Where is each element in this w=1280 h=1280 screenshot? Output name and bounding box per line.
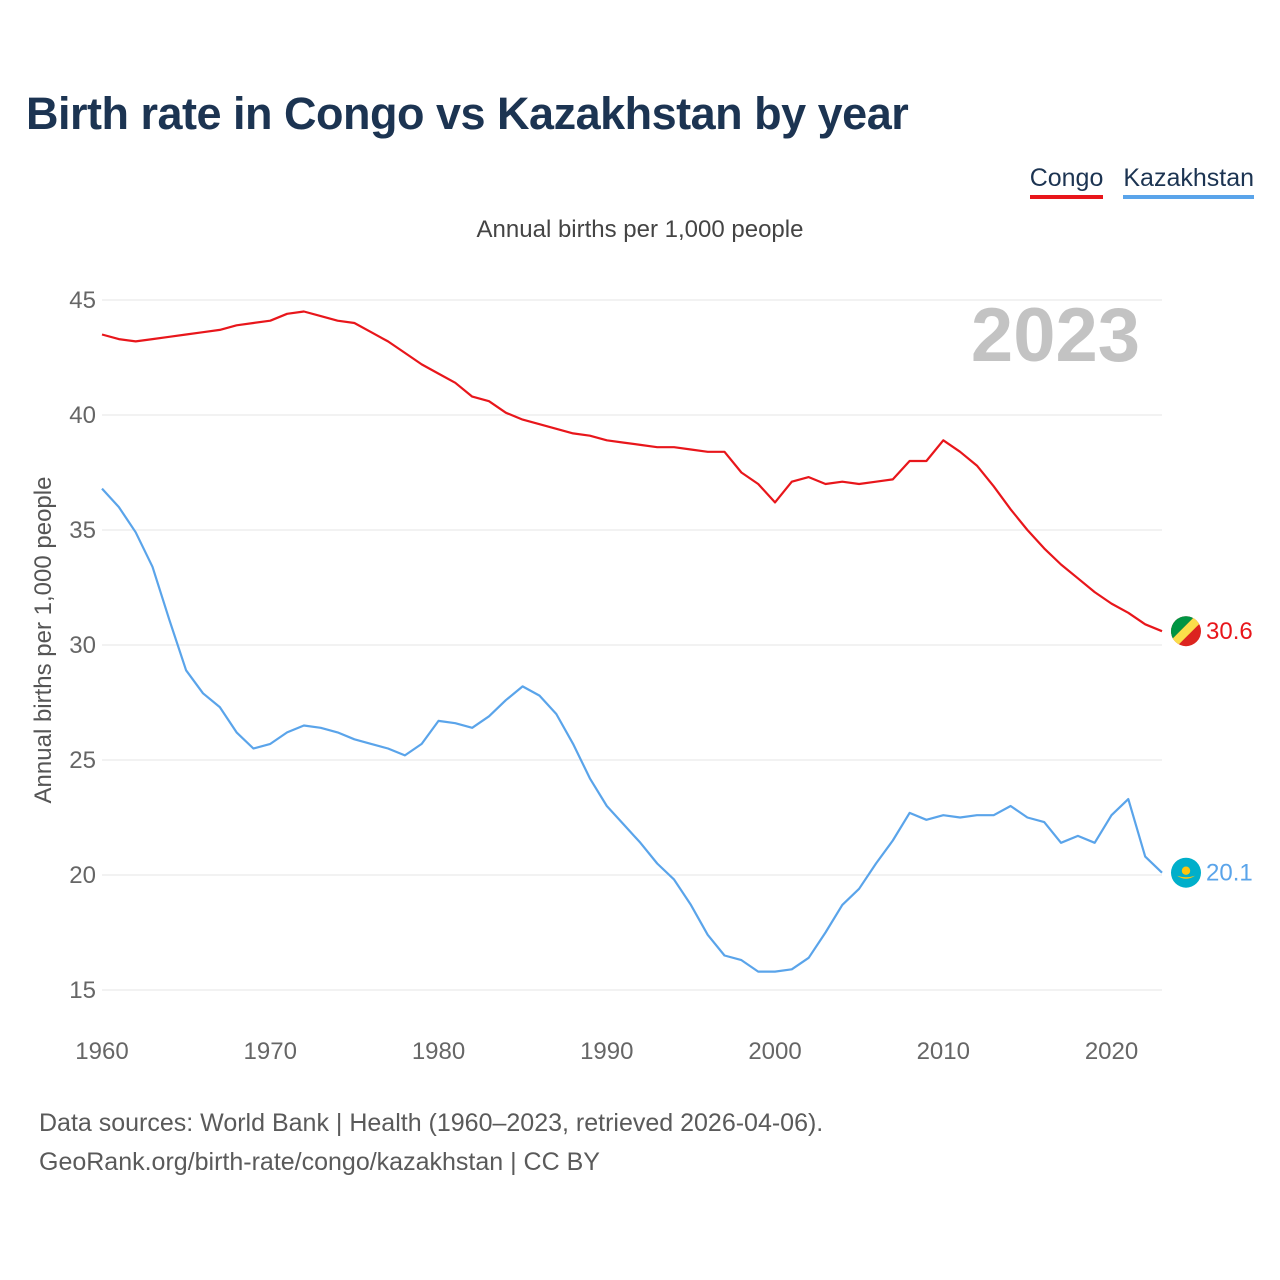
chart-title: Birth rate in Congo vs Kazakhstan by yea… (26, 88, 909, 139)
congo-flag-icon (1171, 616, 1201, 647)
y-tick-label: 20 (69, 862, 96, 889)
y-tick-label: 30 (69, 632, 96, 659)
series-lines (101, 310, 1163, 973)
legend-item-kazakhstan[interactable]: Kazakhstan (1123, 164, 1254, 199)
end-value-label-congo: 30.6 (1206, 618, 1253, 645)
x-tick-label: 2020 (1085, 1038, 1138, 1065)
x-tick-label: 2000 (748, 1038, 801, 1065)
series-line-congo[interactable] (101, 310, 1163, 633)
grid-lines (102, 299, 1162, 991)
legend: Congo Kazakhstan (1029, 164, 1254, 199)
end-markers: 30.6 20.1 (1171, 616, 1253, 888)
series-line-kazakhstan[interactable] (101, 487, 1163, 973)
source-line-1: Data sources: World Bank | Health (1960–… (39, 1109, 824, 1137)
axis-ticks: 15 20 25 30 35 40 45 1960 1970 1980 1990 2000 2010 20… (69, 287, 1138, 1065)
x-tick-label: 1960 (75, 1038, 128, 1065)
y-tick-label: 35 (69, 517, 96, 544)
legend-item-congo[interactable]: Congo (1029, 164, 1104, 199)
y-tick-label: 45 (69, 287, 96, 314)
end-value-label-kazakhstan: 20.1 (1206, 860, 1253, 887)
x-tick-label: 1990 (580, 1038, 633, 1065)
y-axis-title: Annual births per 1,000 people (30, 477, 57, 804)
y-tick-label: 25 (69, 747, 96, 774)
x-tick-label: 1980 (412, 1038, 465, 1065)
y-tick-label: 40 (69, 402, 96, 429)
x-tick-label: 1970 (244, 1038, 297, 1065)
x-tick-label: 2010 (917, 1038, 970, 1065)
source-note: Data sources: World Bank | Health (1960–… (39, 1104, 823, 1182)
chart-subtitle: Annual births per 1,000 people (476, 216, 804, 243)
y-tick-label: 15 (69, 977, 96, 1004)
kazakhstan-flag-icon (1171, 857, 1201, 888)
source-line-2[interactable]: GeoRank.org/birth-rate/congo/kazakhstan … (39, 1148, 600, 1176)
year-watermark: 2023 (971, 293, 1140, 378)
